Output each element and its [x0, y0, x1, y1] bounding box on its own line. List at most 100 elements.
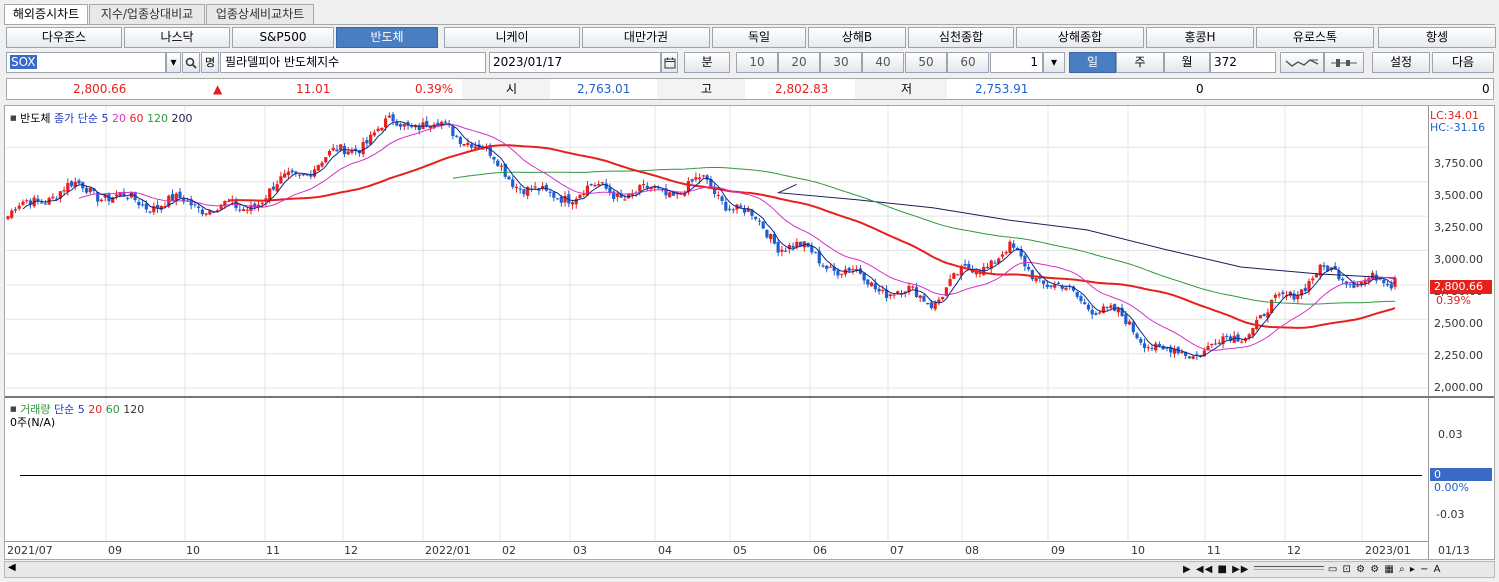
minute-interval-button[interactable]: 60 — [947, 52, 989, 73]
candle-body — [941, 297, 945, 300]
tab-overseas-chart[interactable]: 해외증시차트 — [4, 4, 88, 25]
period-day-button[interactable]: 일 — [1069, 52, 1116, 73]
magnify-icon[interactable]: ⌕ — [1399, 564, 1406, 575]
search-button[interactable] — [182, 52, 200, 73]
zoom-fit-icon[interactable]: ⊡ — [1342, 564, 1352, 575]
period-month-button[interactable]: 월 — [1164, 52, 1210, 73]
market-button[interactable]: 나스닥 — [124, 27, 230, 48]
chart-type-button[interactable] — [1280, 52, 1324, 73]
horizontal-scrollbar[interactable]: ◀ ▶ ◀◀ ■ ▶▶ ▭ ⊡ ⚙ ⚙ ▦ ⌕ ▸ − A — [4, 561, 1495, 578]
candle-type-button[interactable] — [1324, 52, 1364, 73]
candle-body — [1202, 350, 1206, 357]
scroll-end-icon[interactable]: ▸ — [1409, 564, 1416, 575]
name-search-button[interactable]: 명 — [201, 52, 219, 73]
candle-body — [96, 192, 100, 202]
market-button[interactable]: 대만가권 — [582, 27, 710, 48]
minute-interval-button[interactable]: 50 — [905, 52, 947, 73]
market-button[interactable]: 심천종합 — [908, 27, 1014, 48]
x-axis-divider — [5, 541, 1428, 542]
market-button[interactable]: 니케이 — [444, 27, 580, 48]
symbol-dropdown-button[interactable]: ▾ — [166, 52, 181, 73]
calendar-button[interactable] — [661, 52, 678, 73]
market-button[interactable]: 상해종합 — [1016, 27, 1144, 48]
minute-interval-button[interactable]: 40 — [862, 52, 904, 73]
x-tick: 03 — [573, 544, 587, 557]
volume-sub-label: 0주(N/A) — [10, 416, 56, 429]
symbol-code-input[interactable]: SOX — [6, 52, 166, 73]
gear-icon[interactable]: ⚙ — [1370, 564, 1381, 575]
zoom-out-icon[interactable]: ▭ — [1327, 564, 1339, 575]
candle-body — [757, 220, 762, 222]
settings-button[interactable]: 설정 — [1372, 52, 1430, 73]
candle-body — [866, 279, 870, 285]
settings-icon[interactable]: ⚙ — [1356, 564, 1367, 575]
candle-body — [1326, 265, 1330, 272]
candle-body — [395, 121, 399, 126]
data-count-input[interactable]: 372 — [1210, 52, 1276, 73]
chart-area[interactable] — [4, 105, 1495, 560]
minute-interval-button[interactable]: 30 — [820, 52, 862, 73]
scroll-left-icon[interactable]: ◀ — [8, 562, 16, 573]
candle-body — [1225, 335, 1229, 337]
candle-body — [458, 137, 462, 145]
candle-body — [36, 198, 40, 202]
market-button[interactable]: 항셍 — [1378, 27, 1496, 48]
minute-button[interactable]: 분 — [684, 52, 730, 73]
x-tick: 05 — [733, 544, 747, 557]
candle-body — [1116, 308, 1120, 313]
grid-icon[interactable]: ▦ — [1384, 564, 1395, 575]
volume-legend-type: 단순 — [54, 403, 75, 416]
ma120-line — [452, 167, 1396, 305]
market-button[interactable]: 홍콩H — [1146, 27, 1254, 48]
chart-navigation-toolbar: ▶ ◀◀ ■ ▶▶ ▭ ⊡ ⚙ ⚙ ▦ ⌕ ▸ − A — [1183, 562, 1493, 577]
play-icon[interactable]: ▶ — [1183, 564, 1192, 575]
candle-body — [649, 187, 653, 190]
tab-sector-compare[interactable]: 업종상세비교차트 — [206, 4, 314, 24]
x-tick: 07 — [890, 544, 904, 557]
candle-body — [544, 184, 548, 191]
tick-count-input[interactable]: 1 — [990, 52, 1043, 73]
ma200-line — [776, 183, 1396, 279]
candle-body — [402, 123, 406, 127]
tab-index-compare[interactable]: 지수/업종상대비교 — [89, 4, 205, 24]
zoom-slider[interactable] — [1253, 566, 1324, 570]
fast-forward-icon[interactable]: ▶▶ — [1232, 564, 1250, 575]
market-button[interactable]: 유로스톡 — [1256, 27, 1374, 48]
x-tick: 10 — [1131, 544, 1145, 557]
candle-body — [555, 198, 560, 200]
candle-body — [641, 184, 646, 186]
candle-body — [69, 181, 74, 187]
font-icon[interactable]: A — [1433, 564, 1442, 575]
volume-y-tick: -0.03 — [1436, 508, 1465, 521]
candle-body — [862, 272, 866, 281]
minute-interval-button[interactable]: 20 — [778, 52, 820, 73]
market-button[interactable]: S&P500 — [232, 27, 334, 48]
x-tick: 2023/01 — [1365, 544, 1411, 557]
period-week-button[interactable]: 주 — [1116, 52, 1164, 73]
date-input[interactable]: 2023/01/17 — [489, 52, 661, 73]
candle-body — [582, 193, 586, 195]
rewind-icon[interactable]: ◀◀ — [1195, 564, 1214, 575]
candle-body — [88, 187, 92, 193]
market-button[interactable]: 다우존스 — [6, 27, 122, 48]
next-button[interactable]: 다음 — [1432, 52, 1494, 73]
candle-body — [365, 140, 369, 144]
candle-body — [660, 188, 664, 190]
candle-body — [290, 170, 294, 173]
candle-body — [507, 176, 511, 180]
candle-body — [709, 178, 713, 188]
minute-interval-button[interactable]: 10 — [736, 52, 778, 73]
stop-icon[interactable]: ■ — [1217, 564, 1228, 575]
arrow-icon[interactable]: − — [1420, 564, 1430, 575]
market-button[interactable]: 상해B — [808, 27, 906, 48]
market-button[interactable]: 독일 — [712, 27, 806, 48]
candle-body — [298, 174, 302, 176]
candle-body — [17, 205, 21, 209]
candle-body — [526, 187, 530, 196]
market-button[interactable]: 반도체 — [336, 27, 438, 48]
volume-legend-ma20: 20 — [88, 403, 103, 416]
candle-body — [825, 265, 829, 269]
candle-body — [574, 198, 578, 205]
candle-body — [103, 194, 107, 198]
tick-dropdown-button[interactable]: ▾ — [1043, 52, 1065, 73]
